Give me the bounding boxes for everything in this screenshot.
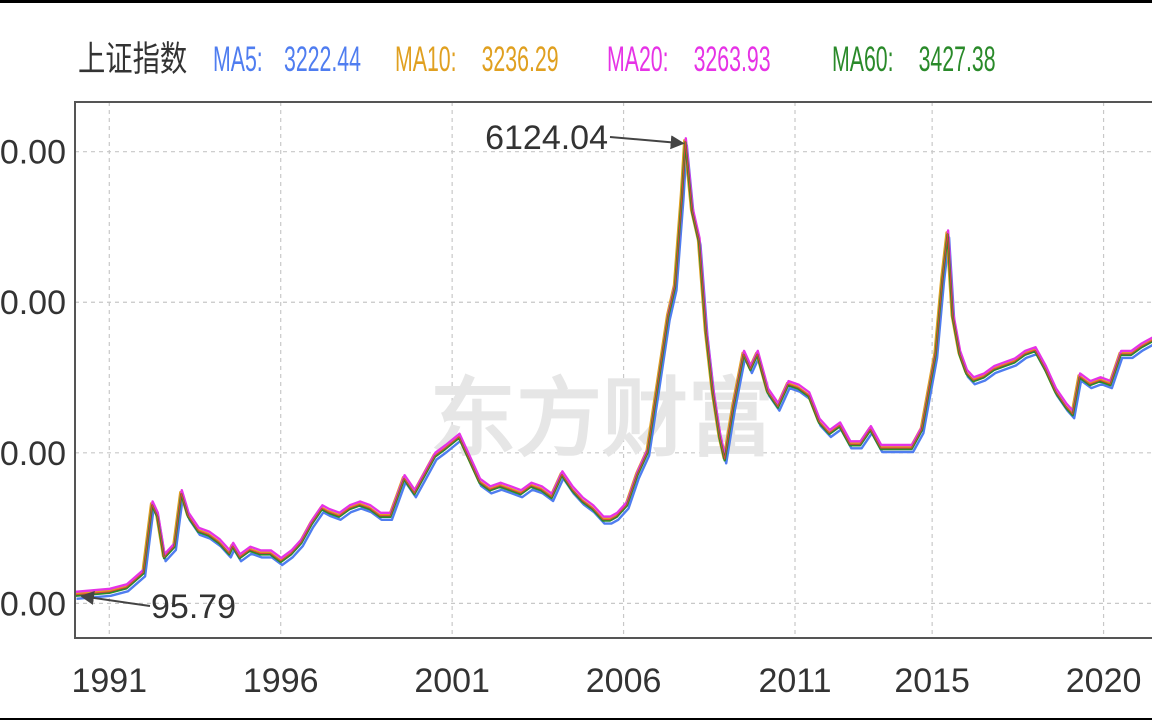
legend-ma20-label: MA20: <box>607 40 669 79</box>
low-arrow <box>80 591 151 607</box>
plot-area <box>74 101 1152 639</box>
peak-label: 6124.04 <box>485 119 608 157</box>
chart-frame: 上证指数 MA5: 3222.44 MA10: 3236.29 MA20: 32… <box>0 3 1152 718</box>
legend-ma5-value: 3222.44 <box>284 40 362 79</box>
x-tick-label: 2001 <box>414 662 490 700</box>
x-tick-label: 2015 <box>894 662 970 700</box>
y-tick-label: 0.00 <box>0 585 66 623</box>
legend-ma10: MA10: 3236.29 <box>395 36 560 84</box>
x-axis: 1991 1996 2001 2006 2011 2015 2020 <box>71 662 1141 700</box>
legend-ma60-label: MA60: <box>832 40 894 79</box>
x-tick-label: 2020 <box>1066 662 1142 700</box>
ma-series-line <box>75 137 1152 593</box>
x-tick-label: 2006 <box>586 662 662 700</box>
peak-arrow <box>609 135 685 150</box>
x-tick-label: 2011 <box>758 662 831 700</box>
legend-ma60: MA60: 3427.38 <box>832 36 1011 84</box>
chart-legend: 上证指数 MA5: 3222.44 MA10: 3236.29 MA20: 32… <box>78 36 1062 84</box>
y-tick-label: 000.00 <box>0 435 66 473</box>
y-axis: 0.00 000.00 000.00 000.00 <box>0 134 66 624</box>
legend-ma10-value: 3236.29 <box>481 40 559 79</box>
x-tick-label: 1991 <box>71 662 147 700</box>
legend-ma5: MA5: 3222.44 <box>213 36 361 84</box>
y-tick-label: 000.00 <box>0 134 66 172</box>
index-series-line <box>75 140 1152 596</box>
series-layer <box>75 137 1152 600</box>
legend-ma60-value: 3427.38 <box>918 40 996 79</box>
legend-ma20-value: 3263.93 <box>693 40 771 79</box>
annotations: 6124.04 95.79 <box>80 119 685 626</box>
legend-ma10-label: MA10: <box>395 40 457 79</box>
index-name: 上证指数 <box>78 40 188 79</box>
legend-ma20: MA20: 3263.93 <box>607 36 783 84</box>
y-tick-label: 000.00 <box>0 284 66 322</box>
ma-series-line <box>75 139 1152 595</box>
legend-ma5-label: MA5: <box>213 40 263 79</box>
low-label: 95.79 <box>151 588 236 626</box>
x-tick-label: 1996 <box>243 662 319 700</box>
